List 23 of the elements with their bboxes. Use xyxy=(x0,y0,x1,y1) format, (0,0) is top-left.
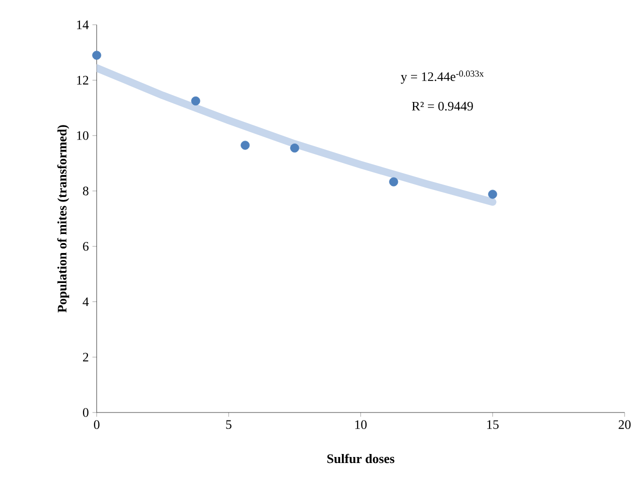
x-tick-label: 10 xyxy=(355,420,367,430)
x-tick-label: 5 xyxy=(226,420,232,429)
y-tick-label: 10 xyxy=(77,131,88,140)
point xyxy=(191,96,200,106)
y-axis-title: Population of mites (transformed) xyxy=(57,125,70,312)
y-tick-label: 8 xyxy=(82,186,88,196)
y-tick-label: 14 xyxy=(77,20,89,30)
x-tick-label: 20 xyxy=(618,420,631,430)
y-tick-label: 0 xyxy=(82,408,88,417)
x-axis-title: Sulfur doses xyxy=(327,454,394,464)
y-tick-label: 4 xyxy=(82,297,89,306)
y-tick-label: 6 xyxy=(83,242,89,251)
point xyxy=(389,177,398,186)
point xyxy=(290,144,300,153)
x-tick-label: 0 xyxy=(94,420,100,430)
x-tick-label: 15 xyxy=(487,420,499,429)
y-tick-label: 2 xyxy=(83,352,88,362)
point xyxy=(92,50,102,60)
point xyxy=(240,140,250,150)
annotation: R² = 0.9449 xyxy=(412,102,473,111)
y-tick-label: 12 xyxy=(77,76,88,84)
annotation: y = 12.44e$^{-0.033x}$ xyxy=(400,70,484,84)
point xyxy=(488,190,498,199)
